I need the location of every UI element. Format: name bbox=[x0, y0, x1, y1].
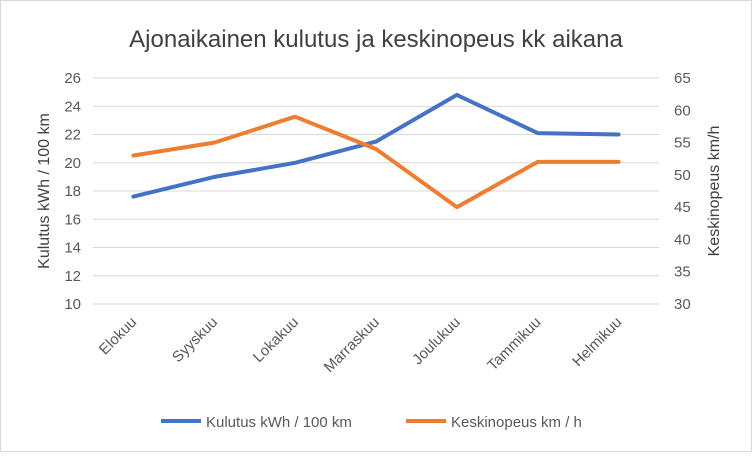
legend-label: Keskinopeus km / h bbox=[451, 414, 582, 431]
left-tick-label: 26 bbox=[64, 70, 81, 87]
x-tick-label: Lokakuu bbox=[250, 314, 302, 366]
series-lines bbox=[131, 92, 621, 210]
legend: Kulutus kWh / 100 km Keskinopeus km / h bbox=[161, 414, 582, 431]
right-tick-label: 30 bbox=[674, 296, 691, 313]
right-axis-ticks: 30 35 40 45 50 55 60 65 bbox=[674, 70, 691, 313]
right-tick-label: 40 bbox=[674, 231, 691, 248]
left-tick-label: 16 bbox=[64, 211, 81, 228]
left-tick-label: 24 bbox=[64, 98, 81, 115]
right-tick-label: 45 bbox=[674, 199, 691, 216]
x-tick-label: Joulukuu bbox=[409, 314, 463, 368]
left-tick-label: 14 bbox=[64, 240, 81, 257]
legend-label: Kulutus kWh / 100 km bbox=[206, 414, 352, 431]
x-tick-label: Tammikuu bbox=[484, 314, 544, 374]
right-tick-label: 65 bbox=[674, 70, 691, 87]
x-tick-label: Helmikuu bbox=[569, 314, 625, 370]
series-line-1 bbox=[131, 114, 621, 210]
left-axis-title: Kulutus kWh / 100 km bbox=[36, 113, 53, 269]
right-tick-label: 50 bbox=[674, 167, 691, 184]
x-tick-label: Marraskuu bbox=[321, 314, 383, 376]
left-tick-label: 12 bbox=[64, 268, 81, 285]
right-tick-label: 35 bbox=[674, 264, 691, 281]
series-line-0 bbox=[131, 92, 621, 199]
chart-title: Ajonaikainen kulutus ja keskinopeus kk a… bbox=[129, 26, 623, 53]
x-tick-label: Elokuu bbox=[96, 314, 140, 358]
right-axis-title: Keskinopeus km/h bbox=[706, 126, 723, 257]
gridlines bbox=[93, 77, 659, 305]
left-tick-label: 22 bbox=[64, 127, 81, 144]
x-axis-ticks: Elokuu Syyskuu Lokakuu Marraskuu Joulukuu Tam… bbox=[96, 314, 626, 376]
x-tick-label: Syyskuu bbox=[169, 314, 221, 366]
left-tick-label: 20 bbox=[64, 155, 81, 172]
right-tick-label: 60 bbox=[674, 102, 691, 119]
right-tick-label: 55 bbox=[674, 135, 691, 152]
left-tick-label: 10 bbox=[64, 296, 81, 313]
left-tick-label: 18 bbox=[64, 183, 81, 200]
left-axis-ticks: 10 12 14 16 18 20 22 24 26 bbox=[64, 70, 81, 313]
